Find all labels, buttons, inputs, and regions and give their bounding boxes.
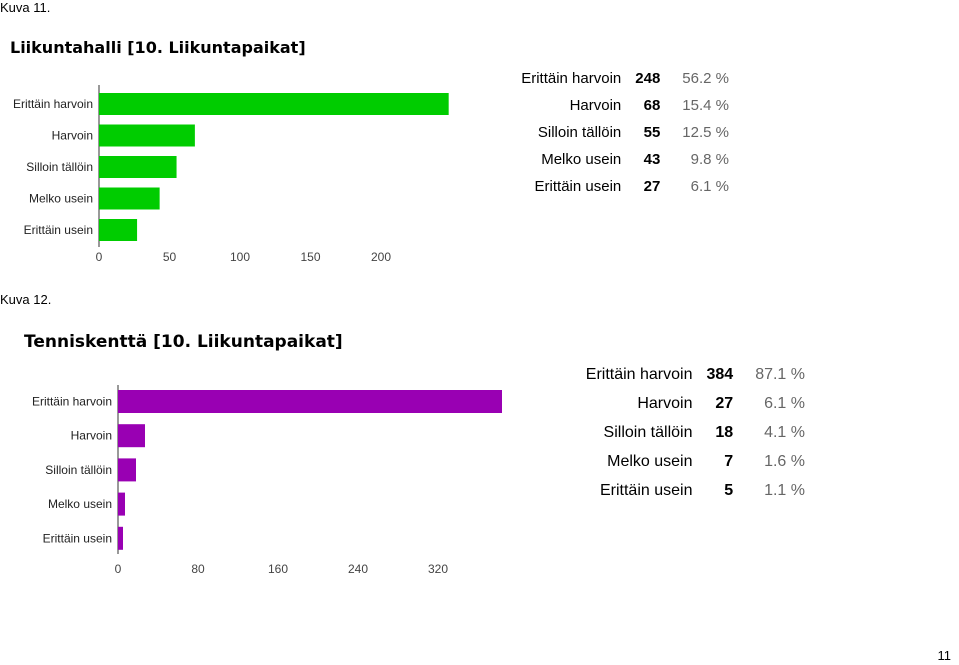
x-tick-label: 240 <box>348 562 368 576</box>
bar-5 <box>118 526 123 550</box>
summary-row: Erittäin usein 5 1.1 % <box>586 476 805 505</box>
summary-row: Melko usein 7 1.6 % <box>586 447 805 476</box>
x-tick-label: 320 <box>428 562 448 576</box>
summary-row: Silloin tällöin 55 12.5 % <box>521 119 729 146</box>
category-label: Harvoin <box>52 129 93 143</box>
summary-category: Erittäin usein <box>534 178 622 195</box>
x-tick-label: 150 <box>300 250 320 264</box>
chart-section-liikuntahalli: Liikuntahalli [10. Liikuntapaikat] Eritt… <box>0 0 959 300</box>
x-tick-label: 50 <box>163 250 177 264</box>
summary-category: Harvoin <box>637 394 693 412</box>
summary-row: Harvoin 68 15.4 % <box>521 92 729 119</box>
summary-row: Erittäin usein 27 6.1 % <box>521 173 729 200</box>
summary-count: 68 <box>643 97 661 114</box>
summary-category: Harvoin <box>569 97 622 114</box>
bar-chart-tenniskentta: Erittäin harvoin Harvoin Silloin tällöin Me… <box>32 385 502 576</box>
summary-row: Erittäin harvoin 248 56.2 % <box>521 65 729 92</box>
summary-count: 55 <box>643 124 661 141</box>
bar-chart-liikuntahalli: Erittäin harvoin Harvoin Silloin tällöin Me… <box>13 85 449 264</box>
summary-percentage: 87.1 % <box>755 365 805 383</box>
x-tick-label: 80 <box>191 562 205 576</box>
summary-category: Erittäin harvoin <box>585 365 693 383</box>
bar-3 <box>99 156 177 178</box>
chart-title: Liikuntahalli [10. Liikuntapaikat] <box>10 38 306 57</box>
summary-count: 7 <box>724 452 734 470</box>
summary-percentage: 56.2 % <box>682 70 729 87</box>
summary-percentage: 6.1 % <box>764 394 805 412</box>
summary-count: 27 <box>643 178 661 195</box>
summary-percentage: 15.4 % <box>682 97 729 114</box>
summary-count: 27 <box>715 394 734 412</box>
summary-percentage: 9.8 % <box>690 151 729 168</box>
bar-1 <box>99 93 449 115</box>
summary-percentage: 12.5 % <box>682 124 729 141</box>
x-tick-label: 0 <box>115 562 122 576</box>
summary-count: 43 <box>643 151 661 168</box>
category-label: Erittäin harvoin <box>32 395 112 409</box>
chart-title: Tenniskenttä [10. Liikuntapaikat] <box>24 332 343 352</box>
bar-4 <box>118 492 125 516</box>
bar-4 <box>99 187 160 210</box>
category-label: Melko usein <box>48 497 112 511</box>
category-label: Melko usein <box>29 192 93 206</box>
summary-percentage: 6.1 % <box>690 178 729 195</box>
x-tick-label: 100 <box>230 250 250 264</box>
summary-category: Erittäin usein <box>599 481 693 499</box>
summary-count: 248 <box>635 70 661 87</box>
summary-table-liikuntahalli: Erittäin harvoin 248 56.2 % Harvoin 68 15.4 %… <box>521 65 729 200</box>
category-label: Erittäin usein <box>24 223 93 237</box>
bar-1 <box>118 390 502 413</box>
summary-category: Silloin tällöin <box>537 124 622 141</box>
category-label: Erittäin harvoin <box>13 97 93 111</box>
category-label: Silloin tällöin <box>26 160 93 174</box>
summary-category: Melko usein <box>607 452 693 470</box>
summary-count: 5 <box>724 481 734 499</box>
summary-percentage: 1.1 % <box>764 481 805 499</box>
x-tick-label: 0 <box>96 250 103 264</box>
summary-row: Melko usein 43 9.8 % <box>521 146 729 173</box>
figure-caption-12: Kuva 12. <box>0 292 52 307</box>
bar-3 <box>118 458 136 482</box>
summary-percentage: 4.1 % <box>764 423 805 441</box>
summary-count: 384 <box>706 365 734 383</box>
summary-category: Melko usein <box>541 151 622 168</box>
bar-5 <box>99 219 138 241</box>
category-label: Harvoin <box>71 429 112 443</box>
x-tick-label: 160 <box>268 562 288 576</box>
category-label: Erittäin usein <box>43 531 112 545</box>
summary-row: Harvoin 27 6.1 % <box>586 389 805 418</box>
category-label: Silloin tällöin <box>45 463 112 477</box>
summary-category: Erittäin harvoin <box>521 70 622 87</box>
figure-caption-11: Kuva 11. <box>0 0 51 15</box>
summary-table-tenniskentta: Erittäin harvoin 384 87.1 % Harvoin 27 6.1 % S… <box>586 360 805 505</box>
summary-count: 18 <box>715 423 734 441</box>
summary-row: Erittäin harvoin 384 87.1 % <box>586 360 805 389</box>
bar-2 <box>118 424 145 448</box>
summary-row: Silloin tällöin 18 4.1 % <box>586 418 805 447</box>
page-number: 11 <box>937 648 952 663</box>
bar-2 <box>99 124 195 147</box>
chart-section-tenniskentta: Tenniskenttä [10. Liikuntapaikat] Erittä… <box>24 332 805 576</box>
summary-category: Silloin tällöin <box>603 423 693 441</box>
summary-percentage: 1.6 % <box>764 452 805 470</box>
x-tick-label: 200 <box>371 250 391 264</box>
